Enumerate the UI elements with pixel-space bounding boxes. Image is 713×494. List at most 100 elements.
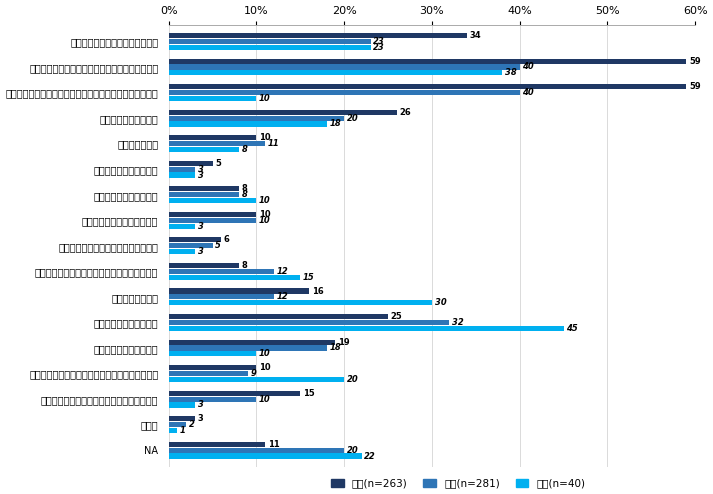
- Bar: [169, 147, 239, 152]
- Text: 10: 10: [259, 94, 271, 103]
- Text: 3: 3: [198, 401, 203, 410]
- Bar: [169, 249, 195, 254]
- Text: 20: 20: [347, 375, 359, 384]
- Bar: [169, 300, 432, 305]
- Bar: [169, 326, 563, 331]
- Text: 10: 10: [259, 395, 271, 404]
- Text: 23: 23: [373, 43, 385, 52]
- Bar: [169, 288, 309, 293]
- Text: 8: 8: [242, 145, 247, 154]
- Bar: [169, 371, 247, 376]
- Bar: [169, 391, 300, 396]
- Text: 38: 38: [505, 68, 516, 78]
- Bar: [169, 166, 195, 172]
- Bar: [169, 84, 687, 89]
- Bar: [169, 238, 221, 243]
- Text: 10: 10: [259, 349, 271, 358]
- Text: 23: 23: [373, 37, 385, 46]
- Bar: [169, 212, 257, 217]
- Text: 8: 8: [242, 190, 247, 199]
- Bar: [169, 59, 687, 64]
- Text: 16: 16: [312, 287, 324, 295]
- Bar: [169, 351, 257, 356]
- Bar: [169, 161, 212, 166]
- Bar: [169, 416, 195, 421]
- Bar: [169, 453, 361, 458]
- Bar: [169, 172, 195, 178]
- Bar: [169, 442, 265, 447]
- Bar: [169, 39, 371, 44]
- Bar: [169, 64, 520, 70]
- Text: 3: 3: [198, 247, 203, 256]
- Text: 10: 10: [259, 196, 271, 205]
- Bar: [169, 135, 257, 140]
- Bar: [169, 403, 195, 408]
- Text: 22: 22: [364, 452, 376, 460]
- Text: 8: 8: [242, 261, 247, 270]
- Text: 45: 45: [566, 324, 578, 333]
- Text: 3: 3: [198, 165, 203, 174]
- Bar: [169, 96, 257, 101]
- Text: 18: 18: [329, 343, 341, 353]
- Bar: [169, 218, 257, 223]
- Text: 11: 11: [268, 440, 279, 449]
- Bar: [169, 263, 239, 268]
- Bar: [169, 141, 265, 146]
- Bar: [169, 294, 274, 299]
- Text: 20: 20: [347, 114, 359, 123]
- Bar: [169, 377, 344, 382]
- Bar: [169, 70, 502, 76]
- Text: 10: 10: [259, 363, 271, 372]
- Text: 2: 2: [189, 420, 195, 429]
- Text: 12: 12: [277, 292, 288, 301]
- Bar: [169, 339, 335, 345]
- Text: 59: 59: [689, 82, 701, 91]
- Text: 12: 12: [277, 267, 288, 276]
- Bar: [169, 448, 344, 453]
- Bar: [169, 422, 186, 427]
- Bar: [169, 365, 257, 370]
- Text: 19: 19: [338, 337, 349, 347]
- Text: 32: 32: [452, 318, 464, 327]
- Text: 15: 15: [303, 273, 314, 282]
- Bar: [169, 320, 449, 325]
- Text: 3: 3: [198, 170, 203, 179]
- Text: 18: 18: [329, 120, 341, 128]
- Text: 5: 5: [215, 159, 221, 168]
- Text: 10: 10: [259, 216, 271, 225]
- Bar: [169, 90, 520, 95]
- Text: 5: 5: [215, 241, 221, 250]
- Bar: [169, 116, 344, 121]
- Text: 6: 6: [224, 236, 230, 245]
- Text: 59: 59: [689, 57, 701, 66]
- Bar: [169, 345, 327, 351]
- Text: 25: 25: [391, 312, 402, 321]
- Text: 15: 15: [303, 389, 314, 398]
- Bar: [169, 243, 212, 248]
- Text: 34: 34: [470, 31, 481, 40]
- Bar: [169, 275, 300, 280]
- Text: 10: 10: [259, 133, 271, 142]
- Text: 40: 40: [523, 88, 534, 97]
- Text: 9: 9: [250, 369, 256, 378]
- Text: 3: 3: [198, 222, 203, 231]
- Legend: 自身(n=263), 家族(n=281), 遣族(n=40): 自身(n=263), 家族(n=281), 遣族(n=40): [327, 474, 590, 493]
- Text: 8: 8: [242, 184, 247, 193]
- Text: 40: 40: [523, 62, 534, 72]
- Text: 3: 3: [198, 414, 203, 423]
- Text: 10: 10: [259, 210, 271, 219]
- Bar: [169, 33, 467, 38]
- Text: 30: 30: [434, 298, 446, 307]
- Bar: [169, 122, 327, 126]
- Bar: [169, 397, 257, 402]
- Bar: [169, 110, 397, 115]
- Bar: [169, 269, 274, 274]
- Text: 11: 11: [268, 139, 279, 148]
- Bar: [169, 198, 257, 203]
- Bar: [169, 224, 195, 229]
- Text: 20: 20: [347, 446, 359, 454]
- Bar: [169, 314, 388, 319]
- Bar: [169, 192, 239, 197]
- Bar: [169, 45, 371, 50]
- Text: 26: 26: [399, 108, 411, 117]
